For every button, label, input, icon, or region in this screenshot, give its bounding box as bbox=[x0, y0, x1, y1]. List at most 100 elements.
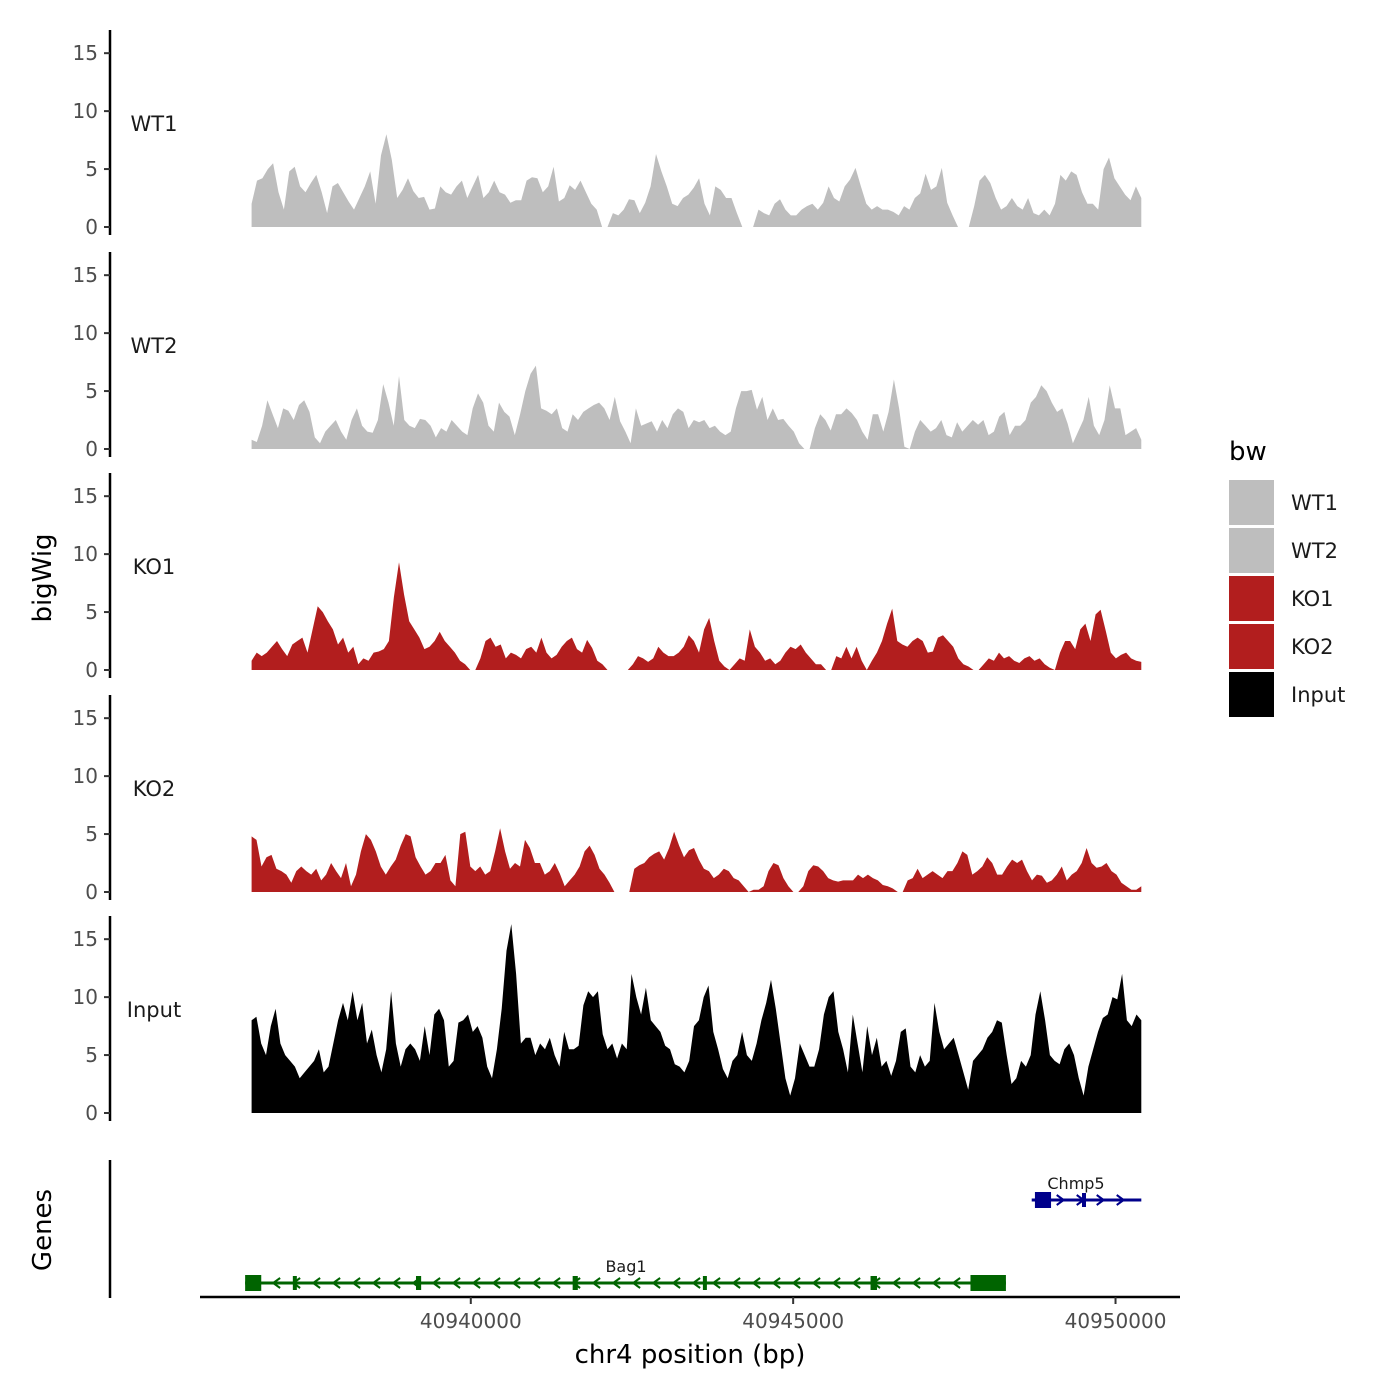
legend-title: bw bbox=[1229, 437, 1267, 467]
strand-arrow bbox=[511, 1277, 521, 1289]
coverage-area-ko2 bbox=[902, 848, 1142, 892]
legend-key-wt1 bbox=[1229, 480, 1274, 525]
gene-bag1: Bag1 bbox=[245, 1257, 1006, 1291]
gene-exon bbox=[292, 1276, 297, 1290]
coverage-area-input bbox=[251, 924, 1142, 1113]
y-tick-label: 0 bbox=[85, 437, 98, 461]
legend: bw WT1 WT2 KO1 KO2 Input bbox=[1229, 437, 1345, 717]
y-tick-label: 10 bbox=[73, 764, 98, 788]
strand-arrow bbox=[831, 1277, 841, 1289]
strand-arrow bbox=[951, 1277, 961, 1289]
strand-arrow bbox=[851, 1277, 861, 1289]
coverage-area-ko2 bbox=[748, 863, 794, 892]
strand-arrow bbox=[391, 1277, 401, 1289]
strand-arrow bbox=[731, 1277, 741, 1289]
y-tick-label: 5 bbox=[85, 822, 98, 846]
y-tick-label: 10 bbox=[73, 542, 98, 566]
coverage-area-wt2 bbox=[809, 379, 910, 449]
coverage-area-ko1 bbox=[831, 646, 867, 670]
coverage-area-ko1 bbox=[627, 617, 730, 670]
legend-label: KO2 bbox=[1291, 635, 1334, 659]
coverage-area-wt1 bbox=[753, 167, 958, 227]
y-tick-label: 10 bbox=[73, 321, 98, 345]
gene-exon bbox=[1082, 1193, 1086, 1207]
strand-arrow bbox=[351, 1277, 361, 1289]
track-ko1: 0 5 10 15 KO1 bbox=[73, 473, 1142, 682]
strand-arrow bbox=[771, 1277, 781, 1289]
strand-arrow bbox=[611, 1277, 621, 1289]
gene-exon bbox=[572, 1276, 578, 1290]
coverage-area-ko2 bbox=[798, 865, 898, 892]
legend-label: Input bbox=[1291, 683, 1345, 707]
y-tick-label: 15 bbox=[73, 263, 98, 287]
y-tick-label: 10 bbox=[73, 985, 98, 1009]
track-label: KO1 bbox=[133, 555, 176, 579]
coverage-area-ko1 bbox=[1054, 609, 1142, 670]
x-axis: 40940000 40945000 40950000 bbox=[200, 1295, 1180, 1333]
strand-arrow bbox=[371, 1277, 381, 1289]
legend-key-input bbox=[1229, 672, 1274, 717]
y-tick-label: 5 bbox=[85, 379, 98, 403]
y-tick-label: 0 bbox=[85, 658, 98, 682]
gene-exon bbox=[245, 1275, 262, 1291]
coverage-area-ko1 bbox=[866, 608, 974, 670]
coverage-area-ko1 bbox=[251, 562, 471, 670]
track-label: KO2 bbox=[133, 777, 176, 801]
strand-arrow bbox=[751, 1277, 761, 1289]
coverage-area-ko1 bbox=[475, 637, 608, 670]
strand-arrow bbox=[631, 1277, 641, 1289]
track-ko2: 0 5 10 15 KO2 bbox=[73, 695, 1142, 904]
strand-arrow bbox=[311, 1277, 321, 1289]
y-tick-label: 0 bbox=[85, 880, 98, 904]
gene-exon bbox=[970, 1275, 1006, 1291]
gene-exon bbox=[870, 1276, 877, 1290]
y-tick-label: 15 bbox=[73, 706, 98, 730]
strand-arrow bbox=[431, 1277, 441, 1289]
gene-exon bbox=[1034, 1192, 1052, 1208]
x-tick-label: 40950000 bbox=[1065, 1309, 1167, 1333]
strand-arrow bbox=[451, 1277, 461, 1289]
y-tick-label: 10 bbox=[73, 99, 98, 123]
x-axis-title: chr4 position (bp) bbox=[575, 1340, 806, 1370]
gene-chmp5: Chmp5 bbox=[1031, 1174, 1142, 1208]
track-wt2: 0 5 10 15 WT2 bbox=[73, 252, 1142, 461]
y-tick-label: 15 bbox=[73, 41, 98, 65]
y-tick-label: 15 bbox=[73, 927, 98, 951]
y-tick-label: 5 bbox=[85, 600, 98, 624]
strand-arrow bbox=[711, 1277, 721, 1289]
gene-label: Bag1 bbox=[605, 1257, 646, 1276]
gene-exon bbox=[415, 1276, 422, 1290]
strand-arrow bbox=[551, 1277, 561, 1289]
strand-arrow bbox=[531, 1277, 541, 1289]
strand-arrow bbox=[791, 1277, 801, 1289]
coverage-area-wt1 bbox=[607, 154, 743, 227]
y-tick-label: 0 bbox=[85, 215, 98, 239]
strand-arrow bbox=[891, 1277, 901, 1289]
y-tick-label: 5 bbox=[85, 157, 98, 181]
legend-label: WT1 bbox=[1291, 491, 1338, 515]
strand-arrow bbox=[1096, 1194, 1106, 1206]
strand-arrow bbox=[931, 1277, 941, 1289]
y-tick-label: 0 bbox=[85, 1101, 98, 1125]
coverage-area-ko1 bbox=[729, 629, 827, 670]
strand-arrow bbox=[591, 1277, 601, 1289]
coverage-area-ko1 bbox=[978, 652, 1055, 670]
strand-arrow bbox=[651, 1277, 661, 1289]
coverage-area-wt1 bbox=[968, 157, 1142, 227]
gene-label: Chmp5 bbox=[1047, 1174, 1104, 1193]
legend-key-wt2 bbox=[1229, 528, 1274, 573]
strand-arrow bbox=[471, 1277, 481, 1289]
strand-arrow bbox=[491, 1277, 501, 1289]
legend-key-ko2 bbox=[1229, 624, 1274, 669]
strand-arrow bbox=[671, 1277, 681, 1289]
genes-axis-title: Genes bbox=[28, 1189, 58, 1271]
coverage-area-ko2 bbox=[629, 831, 749, 892]
strand-arrow bbox=[691, 1277, 701, 1289]
legend-label: WT2 bbox=[1291, 539, 1338, 563]
strand-arrow bbox=[911, 1277, 921, 1289]
strand-arrow bbox=[1116, 1194, 1126, 1206]
strand-arrow bbox=[1056, 1194, 1066, 1206]
legend-key-ko1 bbox=[1229, 576, 1274, 621]
track-label: WT1 bbox=[131, 112, 178, 136]
